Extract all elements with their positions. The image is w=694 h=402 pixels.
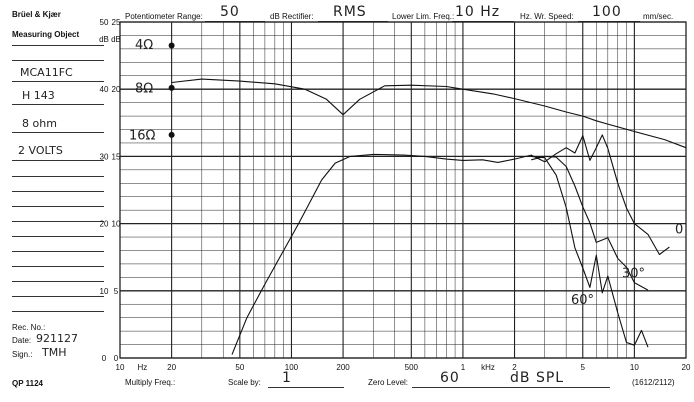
speed-value: 100 bbox=[592, 4, 622, 20]
x-tick-label: 20 bbox=[167, 363, 176, 372]
zero-level-unit: dB SPL bbox=[510, 370, 565, 386]
plot-frame bbox=[119, 21, 687, 359]
y-tick-label-b: 10 bbox=[112, 220, 121, 229]
rec-no-label: Rec. No.: bbox=[12, 323, 46, 332]
marker-dot bbox=[168, 84, 175, 91]
date-label: Date: bbox=[12, 336, 32, 345]
x-tick-label: 200 bbox=[336, 363, 350, 372]
speed-label: Hz. Wr. Speed: bbox=[520, 12, 574, 21]
zero-level-label: Zero Level: bbox=[368, 378, 409, 387]
potentiometer-unit: dB bbox=[270, 12, 280, 21]
object-line-1: MCA11FC bbox=[20, 66, 73, 79]
y-tick-label-b: 20 bbox=[112, 85, 121, 94]
series-line-4 bbox=[531, 155, 649, 291]
x-tick-label: 500 bbox=[405, 363, 419, 372]
sidebar-rule bbox=[12, 236, 104, 237]
sidebar-rule bbox=[12, 81, 104, 82]
speed-unit: mm/sec. bbox=[643, 12, 674, 21]
y-tick-label-a: 40 bbox=[100, 85, 109, 94]
potentiometer-value: 50 bbox=[220, 4, 240, 20]
y-tick-label-b: dB bbox=[111, 35, 121, 44]
date-value: 921127 bbox=[36, 332, 78, 345]
sidebar-rule bbox=[12, 266, 104, 267]
annotation-label: 4Ω bbox=[135, 38, 153, 53]
sidebar-rule bbox=[12, 296, 104, 297]
zero-level-value: 60 bbox=[440, 370, 460, 386]
lower-limit-label: Lower Lim. Freq.: bbox=[392, 12, 455, 21]
annotation-label: 0 bbox=[675, 223, 683, 238]
brand-label: Brüel & Kjær bbox=[12, 10, 61, 19]
x-tick-label: 1 bbox=[461, 363, 466, 372]
y-tick-label-a: 50 bbox=[100, 18, 109, 27]
sidebar-rule bbox=[12, 176, 104, 177]
sign-value: TMH bbox=[42, 346, 67, 359]
chart-code: (1612/2112) bbox=[632, 378, 675, 387]
annotation-label: 30° bbox=[622, 266, 645, 281]
rectifier-label: Rectifier: bbox=[282, 12, 314, 21]
sign-label: Sign.: bbox=[12, 350, 33, 359]
series-line-1 bbox=[171, 78, 687, 149]
zero-underline bbox=[412, 387, 610, 388]
y-tick-label-b: 5 bbox=[114, 287, 119, 296]
sidebar-rule bbox=[12, 281, 104, 282]
x-tick-label: 5 bbox=[581, 363, 586, 372]
potentiometer-label: Potentiometer Range: bbox=[125, 12, 203, 21]
sidebar-rule bbox=[12, 311, 104, 312]
measuring-object-label: Measuring Object bbox=[12, 30, 80, 39]
annotation-label: 8Ω bbox=[135, 82, 153, 97]
lower-limit-value: 10 Hz bbox=[455, 4, 501, 20]
sidebar-rule bbox=[12, 221, 104, 222]
x-tick-label: 100 bbox=[285, 363, 299, 372]
sidebar-rule bbox=[12, 45, 104, 46]
object-line-3: 8 ohm bbox=[22, 117, 57, 130]
annotation-label: 16Ω bbox=[129, 129, 156, 144]
sidebar-rule bbox=[12, 191, 104, 192]
series-line-3 bbox=[531, 155, 649, 348]
sidebar-rule bbox=[12, 251, 104, 252]
multiply-freq-label: Multiply Freq.: bbox=[125, 378, 176, 387]
scale-by-value: 1 bbox=[282, 370, 292, 386]
object-line-4: 2 VOLTS bbox=[18, 144, 63, 157]
x-tick-label: Hz bbox=[137, 363, 147, 372]
x-tick-label: 50 bbox=[235, 363, 244, 372]
y-tick-label-a: dB bbox=[99, 35, 109, 44]
sidebar-rule bbox=[12, 160, 104, 161]
marker-dot bbox=[168, 42, 175, 49]
sidebar-rule bbox=[12, 60, 104, 61]
y-tick-label-a: 20 bbox=[100, 220, 109, 229]
y-tick-label-b: 0 bbox=[114, 354, 119, 363]
x-tick-label: 2 bbox=[512, 363, 517, 372]
rectifier-value: RMS bbox=[333, 4, 367, 20]
x-tick-label: 10 bbox=[116, 363, 125, 372]
y-tick-label-a: 10 bbox=[100, 287, 109, 296]
annotation-label: 60° bbox=[571, 293, 594, 308]
x-tick-label: 10 bbox=[630, 363, 639, 372]
object-line-2: H 143 bbox=[22, 89, 55, 102]
scale-by-label: Scale by: bbox=[228, 378, 261, 387]
series-line-2 bbox=[231, 134, 670, 355]
y-tick-label-b: 25 bbox=[112, 18, 121, 27]
y-tick-label-a: 30 bbox=[100, 152, 109, 161]
y-tick-label-a: 0 bbox=[102, 354, 107, 363]
x-tick-label: kHz bbox=[481, 363, 495, 372]
marker-dot bbox=[168, 131, 175, 138]
y-tick-label-b: 15 bbox=[112, 152, 121, 161]
scale-underline bbox=[268, 387, 344, 388]
sidebar-rule bbox=[12, 104, 104, 105]
sidebar-rule bbox=[12, 132, 104, 133]
x-tick-label: 20 bbox=[682, 363, 691, 372]
qp-label: QP 1124 bbox=[12, 379, 43, 388]
sidebar-rule bbox=[12, 206, 104, 207]
